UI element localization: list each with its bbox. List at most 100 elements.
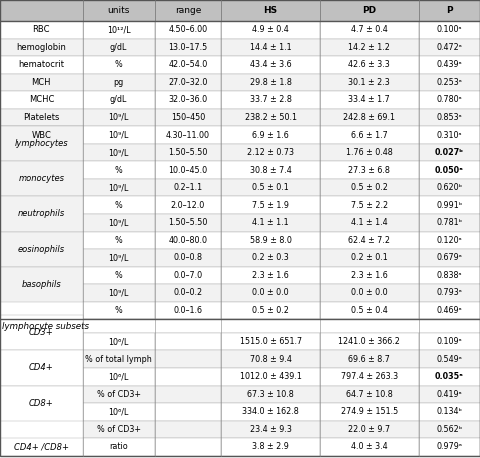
Text: 0.853ᵃ: 0.853ᵃ — [436, 113, 462, 122]
Bar — [155, 179, 221, 196]
Text: 2.3 ± 1.6: 2.3 ± 1.6 — [252, 271, 289, 280]
Bar — [221, 0, 320, 21]
Text: 0.100ᵃ: 0.100ᵃ — [436, 25, 462, 34]
Bar — [320, 74, 419, 91]
Text: 10⁹/L: 10⁹/L — [108, 183, 129, 192]
Bar — [320, 420, 419, 438]
Text: 70.8 ± 9.4: 70.8 ± 9.4 — [250, 354, 292, 364]
Bar — [419, 161, 480, 179]
Text: CD3+: CD3+ — [29, 328, 54, 338]
Text: 4.0 ± 3.4: 4.0 ± 3.4 — [351, 442, 388, 452]
Text: WBC: WBC — [31, 131, 51, 140]
Bar — [0, 109, 83, 126]
Bar — [155, 368, 221, 386]
Bar — [0, 316, 83, 350]
Bar — [320, 438, 419, 456]
Bar — [419, 56, 480, 74]
Text: 67.3 ± 10.8: 67.3 ± 10.8 — [247, 390, 294, 399]
Text: basophils: basophils — [22, 280, 61, 289]
Bar — [419, 302, 480, 319]
Bar — [419, 91, 480, 109]
Text: 2.12 ± 0.73: 2.12 ± 0.73 — [247, 148, 294, 157]
Bar — [83, 91, 155, 109]
Text: 0.5 ± 0.4: 0.5 ± 0.4 — [351, 306, 388, 315]
Text: 22.0 ± 9.7: 22.0 ± 9.7 — [348, 425, 390, 434]
Text: lymphocytes: lymphocytes — [14, 139, 68, 148]
Bar — [221, 350, 320, 368]
Text: 0.419ᵃ: 0.419ᵃ — [436, 390, 462, 399]
Bar — [221, 403, 320, 420]
Text: 0.679ᵃ: 0.679ᵃ — [436, 253, 462, 262]
Text: 4.1 ± 1.1: 4.1 ± 1.1 — [252, 218, 289, 227]
Bar — [83, 302, 155, 319]
Text: %: % — [115, 306, 122, 315]
Bar — [0, 0, 83, 21]
Text: 1.50–5.50: 1.50–5.50 — [168, 148, 208, 157]
Bar — [83, 161, 155, 179]
Bar — [419, 333, 480, 350]
Text: 0.5 ± 0.2: 0.5 ± 0.2 — [252, 306, 289, 315]
Bar — [320, 350, 419, 368]
Bar — [320, 0, 419, 21]
Bar — [0, 319, 480, 333]
Text: 0.838ᵃ: 0.838ᵃ — [436, 271, 462, 280]
Bar — [83, 196, 155, 214]
Text: HS: HS — [264, 6, 278, 15]
Text: 10⁶/L: 10⁶/L — [108, 337, 129, 346]
Bar — [155, 196, 221, 214]
Text: 0.120ᵃ: 0.120ᵃ — [436, 236, 462, 245]
Bar — [0, 161, 83, 196]
Bar — [0, 56, 83, 74]
Bar — [83, 231, 155, 249]
Bar — [419, 350, 480, 368]
Bar — [419, 126, 480, 144]
Text: 0.991ᵇ: 0.991ᵇ — [436, 201, 462, 210]
Text: 4.30–11.00: 4.30–11.00 — [166, 131, 210, 140]
Text: 30.8 ± 7.4: 30.8 ± 7.4 — [250, 166, 291, 174]
Text: CD4+: CD4+ — [29, 364, 54, 372]
Bar — [155, 302, 221, 319]
Bar — [155, 420, 221, 438]
Bar — [155, 38, 221, 56]
Text: 29.8 ± 1.8: 29.8 ± 1.8 — [250, 78, 292, 87]
Text: 33.4 ± 1.7: 33.4 ± 1.7 — [348, 95, 390, 104]
Text: %: % — [115, 271, 122, 280]
Text: 0.562ᵇ: 0.562ᵇ — [436, 425, 462, 434]
Text: g/dL: g/dL — [110, 95, 127, 104]
Text: % of total lymph: % of total lymph — [85, 354, 152, 364]
Text: 0.050ᵃ: 0.050ᵃ — [435, 166, 464, 174]
Bar — [155, 56, 221, 74]
Text: 30.1 ± 2.3: 30.1 ± 2.3 — [348, 78, 390, 87]
Bar — [320, 91, 419, 109]
Text: g/dL: g/dL — [110, 43, 127, 52]
Text: 0.0 ± 0.0: 0.0 ± 0.0 — [252, 289, 289, 297]
Bar — [221, 38, 320, 56]
Text: 0.620ᵇ: 0.620ᵇ — [436, 183, 462, 192]
Bar — [419, 249, 480, 267]
Bar — [419, 214, 480, 231]
Text: 10⁹/L: 10⁹/L — [108, 131, 129, 140]
Text: 42.6 ± 3.3: 42.6 ± 3.3 — [348, 60, 390, 69]
Bar — [155, 284, 221, 302]
Bar — [419, 267, 480, 284]
Text: lymphocyte subsets: lymphocyte subsets — [2, 322, 89, 331]
Text: eosinophils: eosinophils — [18, 245, 65, 254]
Bar — [221, 368, 320, 386]
Bar — [419, 0, 480, 21]
Bar — [83, 333, 155, 350]
Bar — [83, 403, 155, 420]
Bar — [155, 333, 221, 350]
Bar — [419, 368, 480, 386]
Bar — [0, 38, 83, 56]
Text: 0.2–1.1: 0.2–1.1 — [173, 183, 203, 192]
Text: RBC: RBC — [33, 25, 50, 34]
Text: %: % — [115, 236, 122, 245]
Bar — [155, 91, 221, 109]
Text: PD: PD — [362, 6, 376, 15]
Bar — [83, 267, 155, 284]
Bar — [221, 74, 320, 91]
Text: 13.0–17.5: 13.0–17.5 — [168, 43, 208, 52]
Text: 10⁶/L: 10⁶/L — [108, 372, 129, 381]
Text: 0.5 ± 0.1: 0.5 ± 0.1 — [252, 183, 289, 192]
Text: 1.76 ± 0.48: 1.76 ± 0.48 — [346, 148, 393, 157]
